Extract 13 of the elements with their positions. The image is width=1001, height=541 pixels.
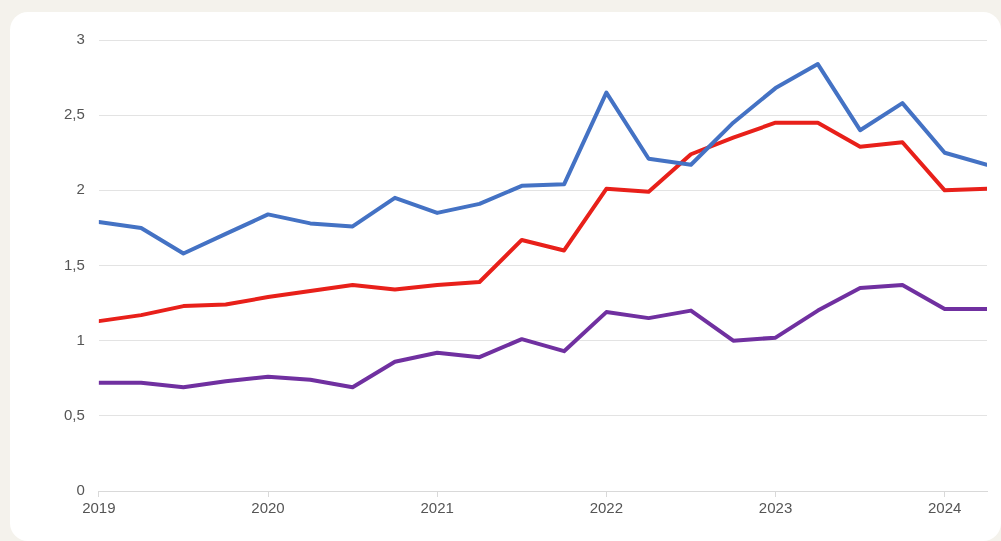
y-tick-label: 2,5 <box>63 105 85 123</box>
x-tick-label: 2024 <box>928 499 962 517</box>
x-tick-label: 2021 <box>420 499 454 517</box>
y-tick-label: 2 <box>76 180 85 198</box>
y-tick-label: 1,5 <box>63 255 85 273</box>
y-tick-label: 0 <box>76 481 85 499</box>
y-tick-label: 1 <box>76 330 85 348</box>
y-tick-label: 3 <box>76 30 85 48</box>
x-tick-label: 2023 <box>758 499 793 517</box>
x-tick-label: 2019 <box>82 499 116 517</box>
x-tick-label: 2022 <box>589 499 624 517</box>
x-tick-label: 2020 <box>251 499 285 517</box>
y-tick-label: 0,5 <box>63 405 85 423</box>
